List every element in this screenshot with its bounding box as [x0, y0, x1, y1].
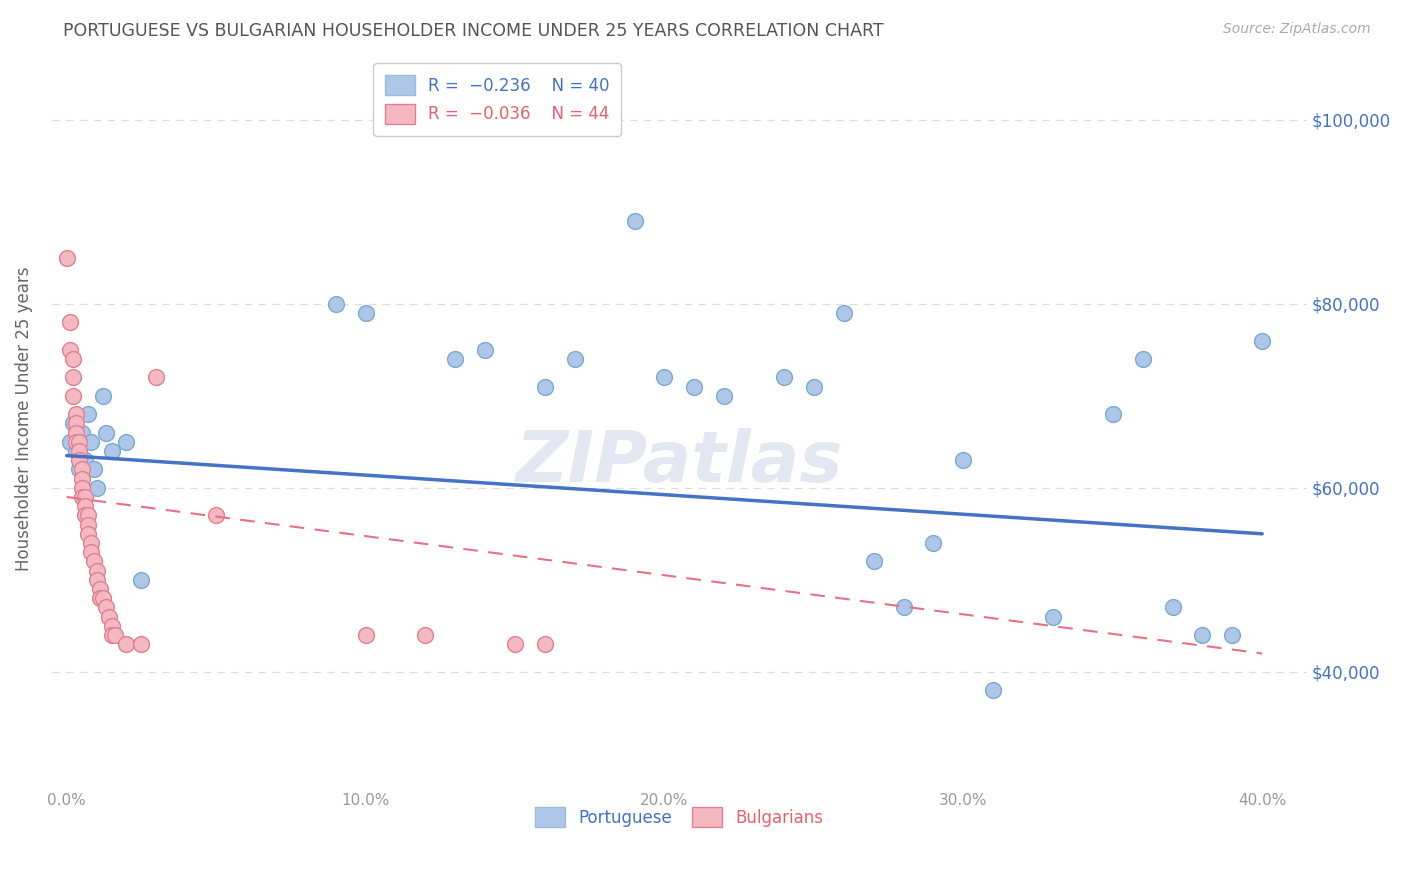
Point — [325, 296, 347, 310]
Point — [1042, 609, 1064, 624]
Point — [103, 628, 125, 642]
Point — [981, 683, 1004, 698]
Point — [803, 379, 825, 393]
Point — [59, 343, 82, 357]
Point — [67, 462, 90, 476]
Point — [564, 351, 586, 366]
Point — [89, 582, 111, 596]
Point — [534, 637, 557, 651]
Point — [70, 425, 93, 440]
Point — [65, 425, 87, 440]
Point — [62, 351, 84, 366]
Point — [55, 251, 77, 265]
Point — [415, 628, 437, 642]
Point — [115, 434, 138, 449]
Point — [832, 306, 855, 320]
Point — [354, 306, 377, 320]
Point — [67, 434, 90, 449]
Point — [67, 444, 90, 458]
Point — [1101, 407, 1123, 421]
Point — [76, 517, 98, 532]
Point — [893, 600, 915, 615]
Point — [62, 417, 84, 431]
Point — [922, 536, 945, 550]
Point — [952, 453, 974, 467]
Point — [70, 472, 93, 486]
Point — [94, 600, 117, 615]
Point — [73, 499, 96, 513]
Y-axis label: Householder Income Under 25 years: Householder Income Under 25 years — [15, 267, 32, 571]
Point — [65, 434, 87, 449]
Point — [70, 481, 93, 495]
Point — [145, 370, 167, 384]
Point — [94, 425, 117, 440]
Point — [76, 526, 98, 541]
Point — [73, 490, 96, 504]
Text: PORTUGUESE VS BULGARIAN HOUSEHOLDER INCOME UNDER 25 YEARS CORRELATION CHART: PORTUGUESE VS BULGARIAN HOUSEHOLDER INCO… — [63, 22, 884, 40]
Point — [713, 389, 735, 403]
Point — [62, 389, 84, 403]
Point — [115, 637, 138, 651]
Point — [1251, 334, 1274, 348]
Point — [91, 389, 114, 403]
Point — [91, 591, 114, 606]
Point — [59, 434, 82, 449]
Point — [623, 214, 645, 228]
Point — [534, 379, 557, 393]
Point — [86, 564, 108, 578]
Text: ZIPatlas: ZIPatlas — [516, 428, 844, 497]
Point — [100, 444, 122, 458]
Legend: Portuguese, Bulgarians: Portuguese, Bulgarians — [527, 799, 832, 836]
Text: Source: ZipAtlas.com: Source: ZipAtlas.com — [1223, 22, 1371, 37]
Point — [86, 573, 108, 587]
Point — [65, 417, 87, 431]
Point — [73, 508, 96, 523]
Point — [59, 315, 82, 329]
Point — [73, 453, 96, 467]
Point — [65, 407, 87, 421]
Point — [444, 351, 467, 366]
Point — [131, 637, 153, 651]
Point — [62, 370, 84, 384]
Point — [1161, 600, 1184, 615]
Point — [97, 609, 120, 624]
Point — [76, 508, 98, 523]
Point — [67, 453, 90, 467]
Point — [83, 462, 105, 476]
Point — [70, 462, 93, 476]
Point — [474, 343, 496, 357]
Point — [503, 637, 526, 651]
Point — [205, 508, 228, 523]
Point — [354, 628, 377, 642]
Point — [1220, 628, 1243, 642]
Point — [83, 554, 105, 568]
Point — [79, 434, 101, 449]
Point — [100, 628, 122, 642]
Point — [654, 370, 676, 384]
Point — [76, 407, 98, 421]
Point — [86, 481, 108, 495]
Point — [100, 619, 122, 633]
Point — [862, 554, 884, 568]
Point — [683, 379, 706, 393]
Point — [1132, 351, 1154, 366]
Point — [70, 490, 93, 504]
Point — [79, 536, 101, 550]
Point — [79, 545, 101, 559]
Point — [131, 573, 153, 587]
Point — [65, 444, 87, 458]
Point — [1191, 628, 1213, 642]
Point — [773, 370, 796, 384]
Point — [89, 591, 111, 606]
